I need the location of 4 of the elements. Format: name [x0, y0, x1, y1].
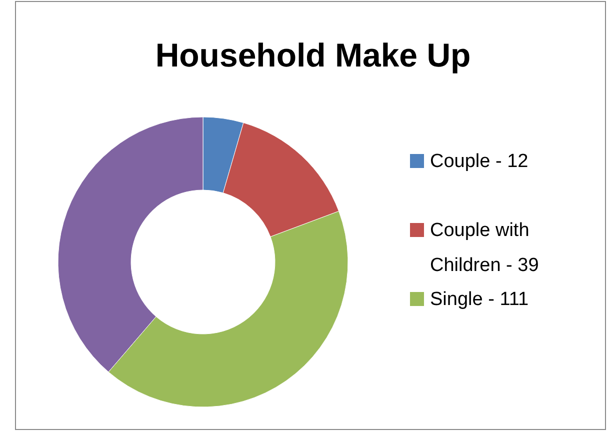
chart-title: Household Make Up [155, 36, 471, 74]
legend-label: Single - 111 [430, 289, 529, 310]
legend-label: Couple - 12 [430, 151, 528, 172]
legend-label: Couple with Children - 39 [430, 220, 539, 276]
